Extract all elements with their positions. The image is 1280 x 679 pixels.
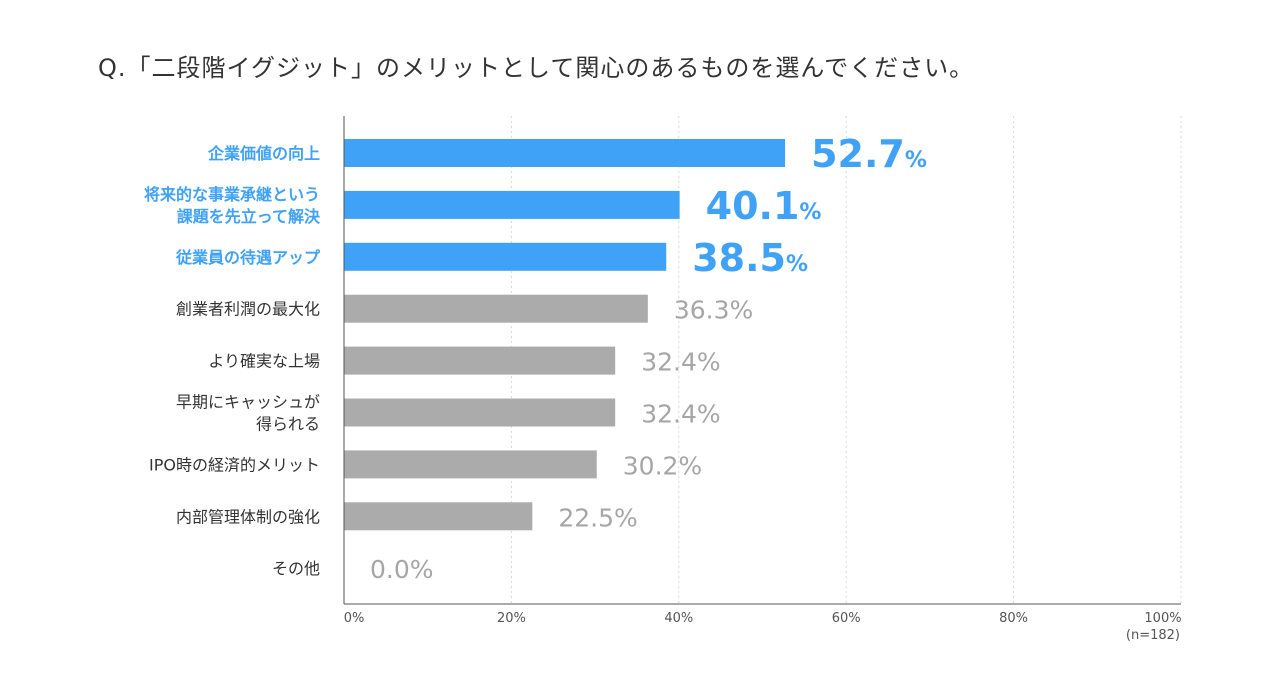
value-label: 30.2%: [623, 451, 702, 480]
category-label: 従業員の待遇アップ: [175, 248, 321, 267]
x-tick-labels: 0% 20% 40% 60% 80% 100%: [344, 611, 1182, 626]
value-label: 36.3%: [674, 296, 753, 325]
value-label: 38.5%: [692, 236, 808, 280]
category-label: 創業者利潤の最大化: [176, 300, 320, 319]
bars: [344, 139, 786, 531]
x-tick-label: 80%: [999, 611, 1028, 626]
bar: [344, 242, 667, 271]
value-label: 32.4%: [641, 400, 720, 429]
value-label: 0.0%: [370, 555, 434, 584]
bar: [344, 139, 786, 167]
category-labels: 企業価値の向上将来的な事業承継という課題を先立って解決従業員の待遇アップ創業者利…: [144, 144, 321, 578]
x-tick-label: 100%: [1144, 611, 1181, 626]
value-label: 40.1%: [706, 184, 822, 228]
category-label: より確実な上場: [208, 352, 320, 371]
x-tick-label: 60%: [832, 611, 861, 626]
category-label: IPO時の経済的メリット: [149, 455, 320, 474]
category-label: その他: [272, 559, 320, 578]
x-tick-label: 0%: [344, 611, 365, 626]
question-title: Q.「二段階イグジット」のメリットとして関心のあるものを選んでください。: [98, 54, 975, 82]
x-tick-label: 20%: [497, 611, 526, 626]
bar: [344, 398, 616, 427]
bar: [344, 450, 597, 479]
bar: [344, 346, 616, 375]
value-label: 32.4%: [641, 348, 720, 377]
bar: [344, 294, 648, 323]
bar: [344, 190, 680, 219]
category-label: 早期にキャッシュが得られる: [176, 393, 320, 434]
category-label: 企業価値の向上: [207, 144, 320, 163]
value-label: 22.5%: [558, 503, 637, 532]
category-label: 将来的な事業承継という課題を先立って解決: [144, 185, 321, 226]
x-tick-label: 40%: [664, 611, 693, 626]
sample-size-note: (n=182): [1125, 628, 1180, 643]
value-label: 52.7%: [811, 132, 927, 176]
value-labels: 52.7% 40.1% 38.5% 36.3% 32.4% 32.4% 30.2% 22.5%…: [370, 132, 927, 584]
category-label: 内部管理体制の強化: [176, 507, 320, 526]
bar: [344, 502, 533, 531]
